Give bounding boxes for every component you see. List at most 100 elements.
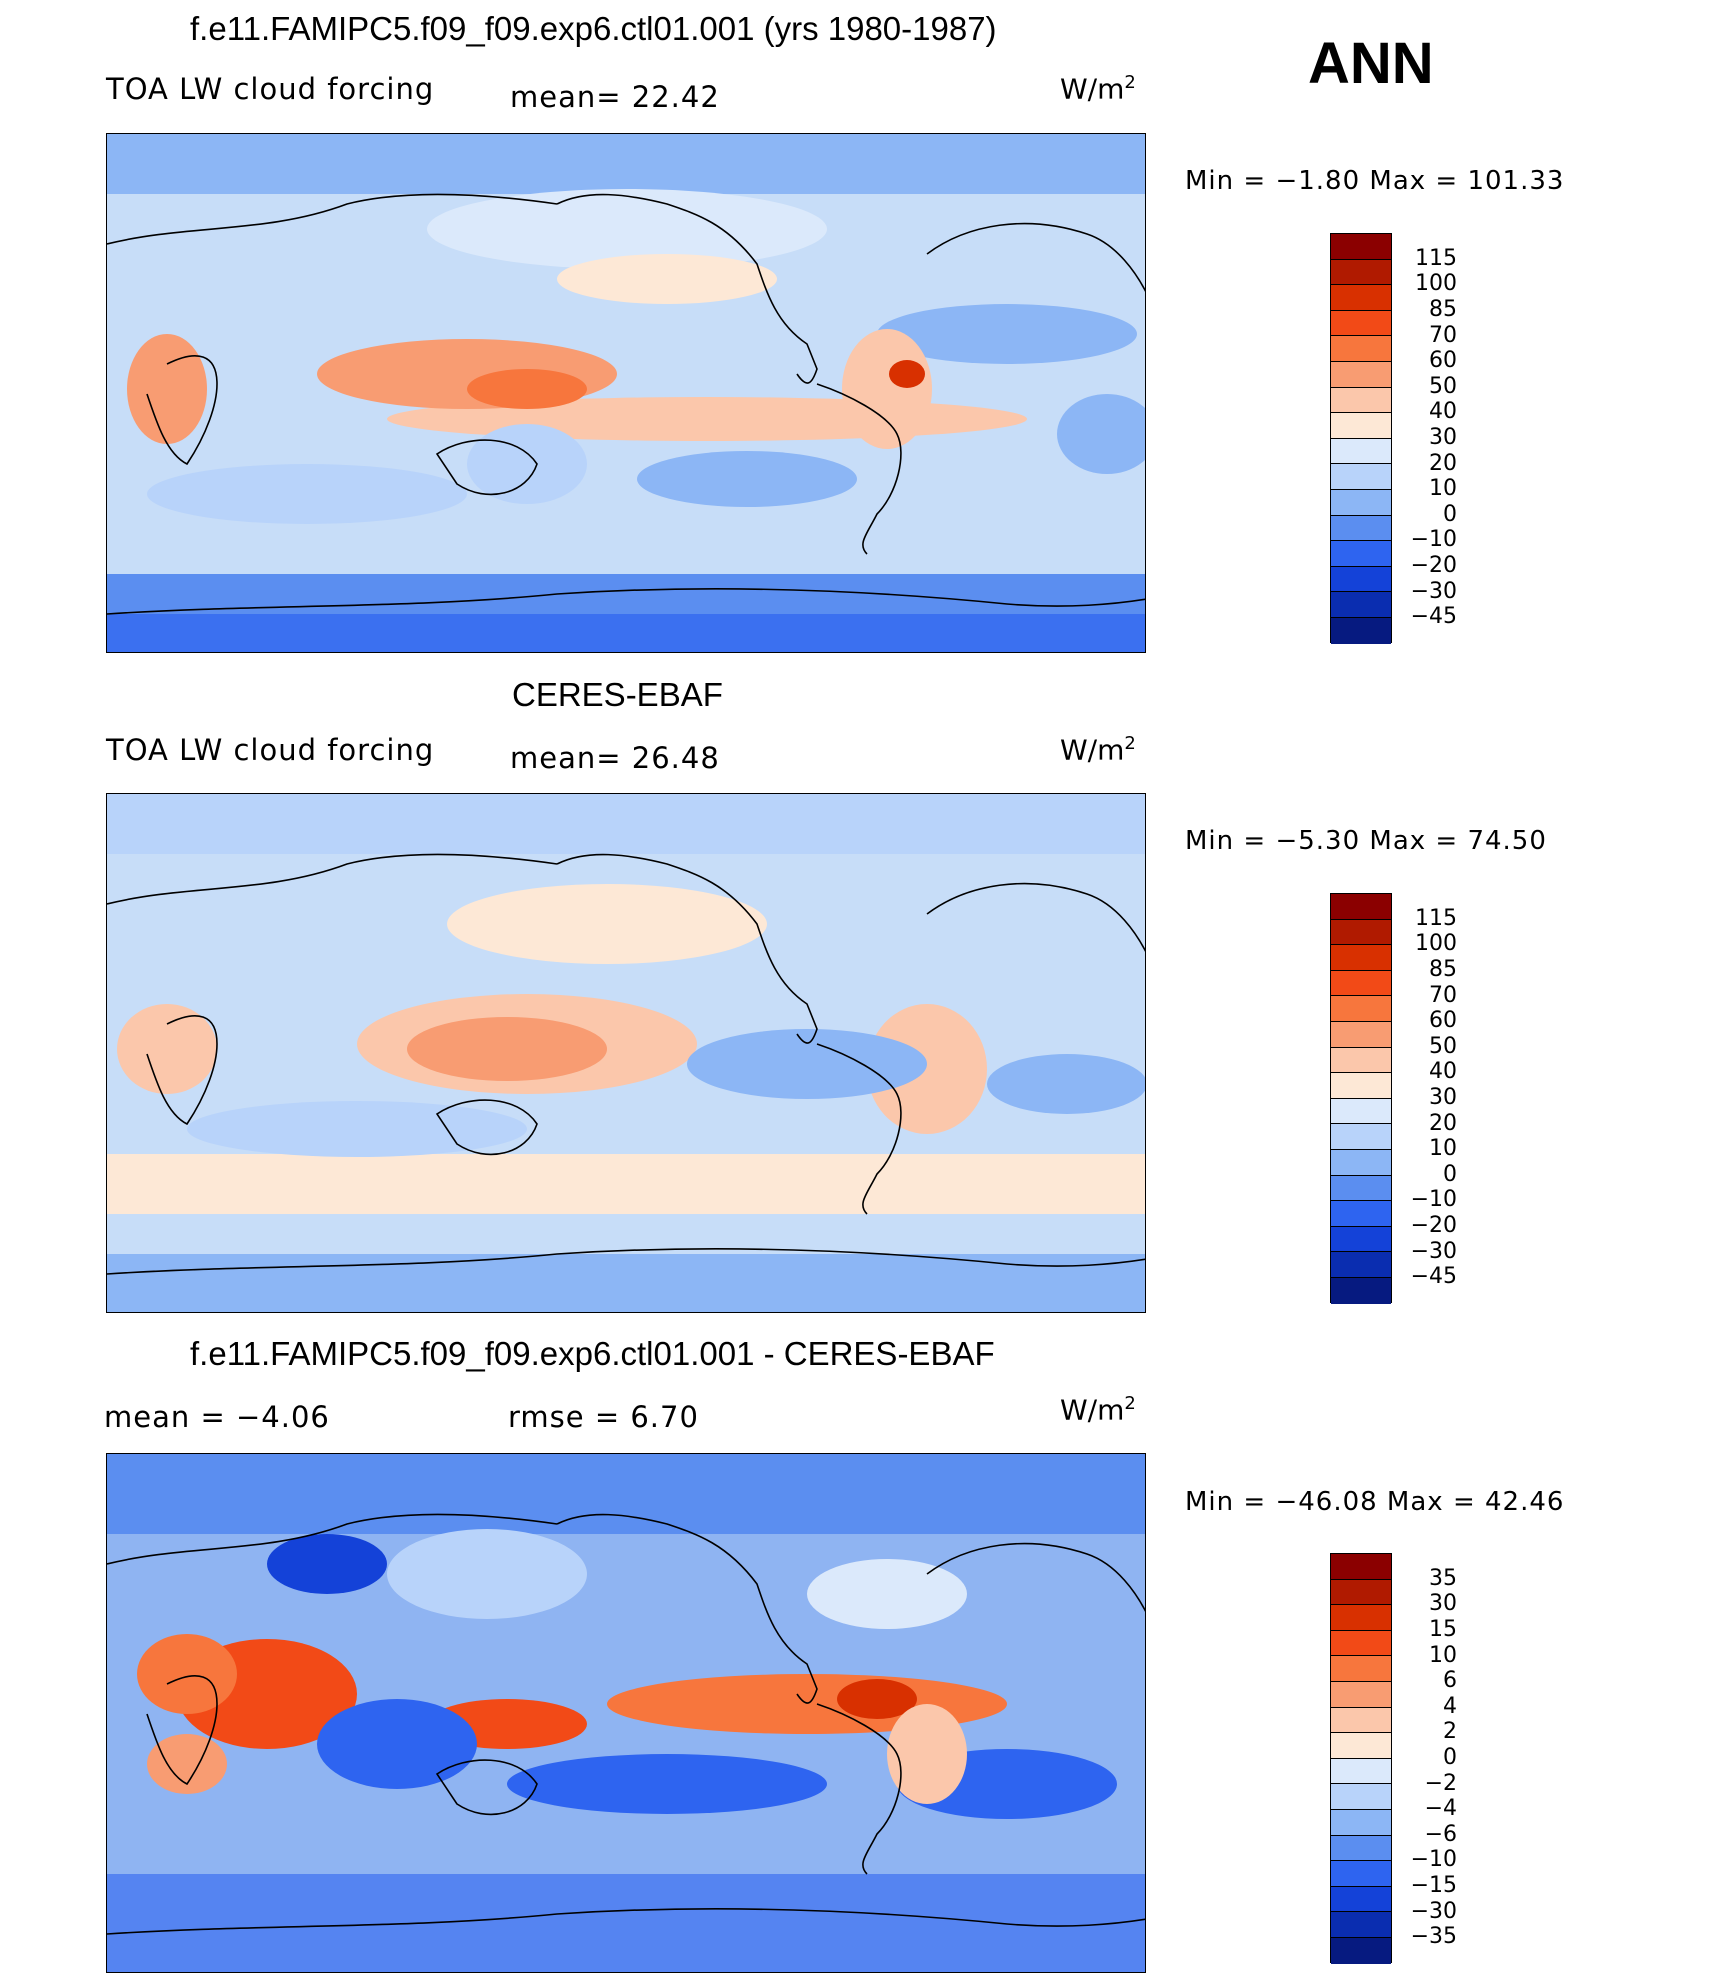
colorbar-swatch xyxy=(1331,1707,1391,1734)
colorbar-swatch xyxy=(1331,996,1391,1022)
colorbar-swatch xyxy=(1331,1226,1391,1253)
colorbar-swatch xyxy=(1331,1252,1391,1278)
colorbar-swatch xyxy=(1331,1605,1391,1631)
colorbar-label: 4 xyxy=(1443,1694,1457,1719)
colorbar-label: 85 xyxy=(1429,297,1457,322)
colorbar-label: 2 xyxy=(1443,1719,1457,1744)
colorbar-swatch xyxy=(1331,1047,1391,1074)
colorbar-label: −10 xyxy=(1410,1847,1457,1872)
season-label: ANN xyxy=(1308,31,1434,96)
colorbar-swatch xyxy=(1331,1073,1391,1099)
colorbar-label: −20 xyxy=(1410,1213,1457,1238)
colorbar-swatch xyxy=(1331,1861,1391,1887)
colorbar-swatch xyxy=(1331,464,1391,490)
colorbar-swatch xyxy=(1331,1733,1391,1759)
panel-3-minmax: Min = −46.08 Max = 42.46 xyxy=(1185,1487,1565,1517)
colorbar-label: 30 xyxy=(1429,425,1457,450)
colorbar-swatch xyxy=(1331,1149,1391,1176)
colorbar-label: 115 xyxy=(1415,906,1457,931)
colorbar-swatch xyxy=(1331,285,1391,311)
colorbar-swatch xyxy=(1331,1277,1391,1304)
panel-3-map xyxy=(106,1453,1146,1973)
colorbar-swatch xyxy=(1331,1835,1391,1862)
colorbar-label: 10 xyxy=(1429,476,1457,501)
colorbar-label: 30 xyxy=(1429,1085,1457,1110)
colorbar-swatch xyxy=(1331,489,1391,516)
colorbar-label: 50 xyxy=(1429,1034,1457,1059)
panel-1-title: f.e11.FAMIPC5.f09_f09.exp6.ctl01.001 (yr… xyxy=(190,10,997,47)
colorbar-label: 115 xyxy=(1415,246,1457,271)
colorbar-swatch xyxy=(1331,336,1391,362)
colorbar-label: 6 xyxy=(1443,1668,1457,1693)
colorbar-swatch xyxy=(1331,438,1391,465)
colorbar-label: −15 xyxy=(1410,1873,1457,1898)
colorbar-label: 15 xyxy=(1429,1617,1457,1642)
colorbar-swatch xyxy=(1331,1784,1391,1810)
colorbar-swatch xyxy=(1331,1681,1391,1708)
colorbar-label: −10 xyxy=(1410,1187,1457,1212)
colorbar-swatch xyxy=(1331,1124,1391,1150)
colorbar-swatch xyxy=(1331,592,1391,618)
colorbar-label: 40 xyxy=(1429,1059,1457,1084)
colorbar-swatch xyxy=(1331,894,1391,920)
colorbar-label: −30 xyxy=(1410,579,1457,604)
colorbar-label: −45 xyxy=(1410,604,1457,629)
colorbar-label: −4 xyxy=(1424,1796,1457,1821)
colorbar-swatch xyxy=(1331,1554,1391,1580)
colorbar-label: 20 xyxy=(1429,451,1457,476)
colorbar-label: 85 xyxy=(1429,957,1457,982)
colorbar-swatch xyxy=(1331,259,1391,286)
colorbar-label: 30 xyxy=(1429,1591,1457,1616)
panel-3-mean: mean = −4.06 xyxy=(104,1400,330,1434)
colorbar-swatch xyxy=(1331,566,1391,593)
colorbar-label: −30 xyxy=(1410,1239,1457,1264)
colorbar-swatch xyxy=(1331,1758,1391,1785)
colorbar-swatch xyxy=(1331,310,1391,337)
colorbar-swatch xyxy=(1331,387,1391,414)
colorbar-label: −35 xyxy=(1410,1924,1457,1949)
panel-1-minmax: Min = −1.80 Max = 101.33 xyxy=(1185,166,1565,196)
colorbar-label: 60 xyxy=(1429,348,1457,373)
colorbar-label: 0 xyxy=(1443,502,1457,527)
colorbar-label: 100 xyxy=(1415,931,1457,956)
panel-1-variable: TOA LW cloud forcing xyxy=(106,72,435,106)
colorbar-label: 10 xyxy=(1429,1643,1457,1668)
colorbar-swatch xyxy=(1331,1937,1391,1964)
colorbar-swatch xyxy=(1331,945,1391,971)
colorbar-swatch xyxy=(1331,1201,1391,1227)
colorbar-label: 70 xyxy=(1429,983,1457,1008)
panel-2-map xyxy=(106,793,1146,1313)
colorbar-label: 10 xyxy=(1429,1136,1457,1161)
colorbar-label: 0 xyxy=(1443,1745,1457,1770)
colorbar-swatch xyxy=(1331,1175,1391,1202)
colorbar-swatch xyxy=(1331,1630,1391,1657)
colorbar-swatch xyxy=(1331,413,1391,439)
panel-1-colorbar xyxy=(1330,233,1392,644)
colorbar-swatch xyxy=(1331,515,1391,542)
colorbar-swatch xyxy=(1331,1656,1391,1682)
colorbar-swatch xyxy=(1331,541,1391,567)
panel-3-title: f.e11.FAMIPC5.f09_f09.exp6.ctl01.001 - C… xyxy=(190,1335,995,1372)
panel-2-colorbar xyxy=(1330,893,1392,1304)
colorbar-label: 70 xyxy=(1429,323,1457,348)
panel-2-mean: mean= 26.48 xyxy=(510,741,720,775)
colorbar-swatch xyxy=(1331,1809,1391,1836)
panel-3-colorbar xyxy=(1330,1553,1392,1964)
colorbar-label: 60 xyxy=(1429,1008,1457,1033)
colorbar-swatch xyxy=(1331,1886,1391,1913)
panel-3-rmse: rmse = 6.70 xyxy=(508,1400,699,1434)
colorbar-swatch xyxy=(1331,1579,1391,1606)
colorbar-swatch xyxy=(1331,919,1391,946)
colorbar-swatch xyxy=(1331,1098,1391,1125)
panel-2-title: CERES-EBAF xyxy=(512,676,723,713)
colorbar-swatch xyxy=(1331,970,1391,997)
colorbar-label: −10 xyxy=(1410,527,1457,552)
colorbar-swatch xyxy=(1331,361,1391,388)
colorbar-swatch xyxy=(1331,1912,1391,1938)
colorbar-label: 40 xyxy=(1429,399,1457,424)
colorbar-swatch xyxy=(1331,234,1391,260)
colorbar-label: 0 xyxy=(1443,1162,1457,1187)
panel-1-mean: mean= 22.42 xyxy=(510,80,720,114)
colorbar-label: −2 xyxy=(1424,1771,1457,1796)
colorbar-label: 100 xyxy=(1415,271,1457,296)
